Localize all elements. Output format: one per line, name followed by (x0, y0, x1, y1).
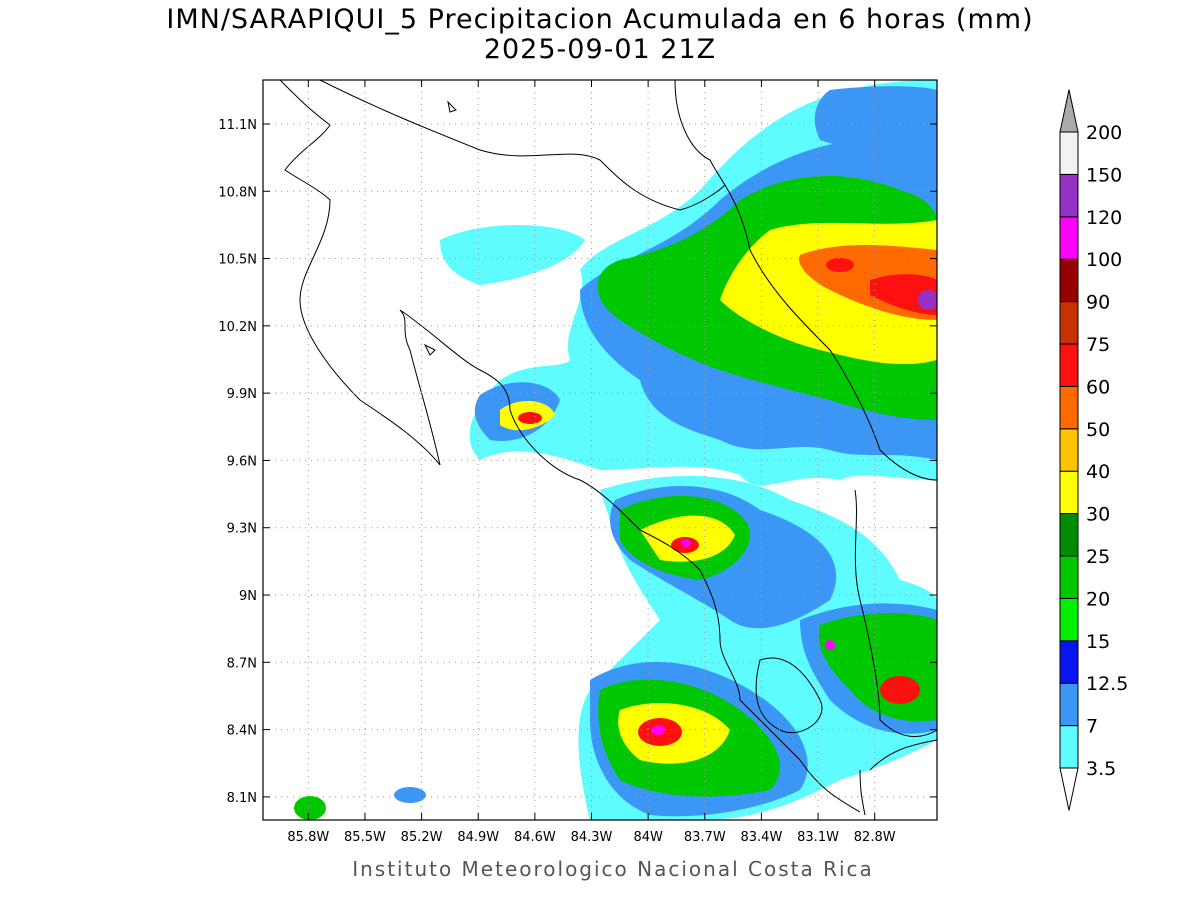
colorbar-label: 40 (1086, 461, 1110, 483)
colorbar-box (1059, 597, 1079, 642)
title: IMN/SARAPIQUI_5 Precipitacion Acumulada … (166, 4, 1033, 35)
colorbar-label: 7 (1086, 716, 1098, 738)
y-tick-label: 9N (239, 589, 257, 604)
x-tick-label: 85.5W (344, 830, 386, 845)
plot-frame (262, 79, 938, 821)
colorbar-box (1059, 216, 1079, 260)
x-tick-label: 84W (633, 830, 663, 845)
coastline (755, 657, 823, 734)
colorbar-box (1059, 258, 1079, 303)
colorbar-box (1059, 173, 1079, 218)
y-tick-label: 10.2N (218, 320, 257, 335)
precip-area (681, 539, 691, 547)
colorbar-label: 25 (1086, 546, 1110, 568)
precip-area (440, 225, 585, 285)
colorbar-box (1059, 301, 1079, 345)
precip-area (394, 787, 426, 803)
colorbar-box (1059, 343, 1079, 387)
colorbar-label: 100 (1086, 249, 1122, 271)
grid (263, 80, 937, 820)
precip-area (880, 676, 920, 704)
precip-area (518, 412, 542, 424)
y-tick-label: 9.3N (227, 522, 257, 537)
precip-area (651, 725, 665, 735)
axes: 85.8W 85.5W 85.2W 84.9W 84.6W 84.3W 84W 83.7W 83… (218, 80, 937, 845)
x-tick-label: 84.3W (571, 830, 613, 845)
border (674, 80, 937, 481)
colorbar-label: 90 (1086, 292, 1110, 314)
y-tick-label: 11.1N (218, 118, 257, 133)
colorbar-box (1059, 385, 1079, 430)
colorbar-label: 150 (1086, 164, 1122, 186)
colorbar-label: 30 (1086, 504, 1110, 526)
coastline (859, 739, 937, 816)
colorbar-under (1059, 767, 1079, 811)
y-tick-label: 9.9N (227, 387, 257, 402)
colorbar-box (1059, 725, 1079, 769)
colorbar-box (1059, 428, 1079, 472)
x-tick-label: 85.8W (287, 830, 329, 845)
colorbar-over (1059, 89, 1079, 133)
colorbar-box (1059, 640, 1079, 684)
colorbar-label: 60 (1086, 376, 1110, 398)
y-tick-label: 8.4N (227, 724, 257, 739)
colorbar-label: 12.5 (1086, 673, 1128, 695)
colorbar-label: 3.5 (1086, 758, 1116, 780)
colorbar-label: 50 (1086, 419, 1110, 441)
precip-area (294, 796, 326, 820)
x-tick-label: 83.1W (797, 830, 839, 845)
colorbar-label: 20 (1086, 588, 1110, 610)
y-tick-label: 8.7N (227, 656, 257, 671)
colorbar: 3.5 7 12.5 15 20 25 30 40 50 60 75 90 100 120 150 200 (1059, 89, 1128, 811)
precip-area (814, 86, 937, 155)
precip-area (826, 258, 854, 272)
y-tick-label: 8.1N (227, 791, 257, 806)
precip-area (918, 290, 937, 310)
coastlines (279, 80, 937, 816)
colorbar-box (1059, 131, 1079, 175)
coastline (279, 80, 861, 813)
colorbar-box (1059, 513, 1079, 557)
colorbar-label: 120 (1086, 207, 1122, 229)
x-tick-label: 84.9W (457, 830, 499, 845)
colorbar-box (1059, 555, 1079, 599)
y-tick-label: 10.5N (218, 253, 257, 268)
colorbar-label: 15 (1086, 631, 1110, 653)
y-tick-label: 10.8N (218, 185, 257, 200)
x-tick-label: 83.4W (741, 830, 783, 845)
x-tick-label: 83.7W (684, 830, 726, 845)
colorbar-box (1059, 470, 1079, 515)
colorbar-box (1059, 682, 1079, 727)
subtitle: 2025-09-01 21Z (484, 34, 716, 65)
precip-area (825, 640, 835, 650)
colorbar-label: 75 (1086, 334, 1110, 356)
coastline (319, 80, 726, 211)
x-tick-label: 84.6W (514, 830, 556, 845)
island (423, 100, 457, 356)
y-tick-label: 9.6N (227, 454, 257, 469)
footer: Instituto Meteorologico Nacional Costa R… (352, 857, 874, 881)
colorbar-label: 200 (1086, 122, 1122, 144)
x-tick-label: 85.2W (401, 830, 443, 845)
x-tick-label: 82.8W (854, 830, 896, 845)
border (854, 489, 937, 738)
precip-field (294, 80, 937, 820)
